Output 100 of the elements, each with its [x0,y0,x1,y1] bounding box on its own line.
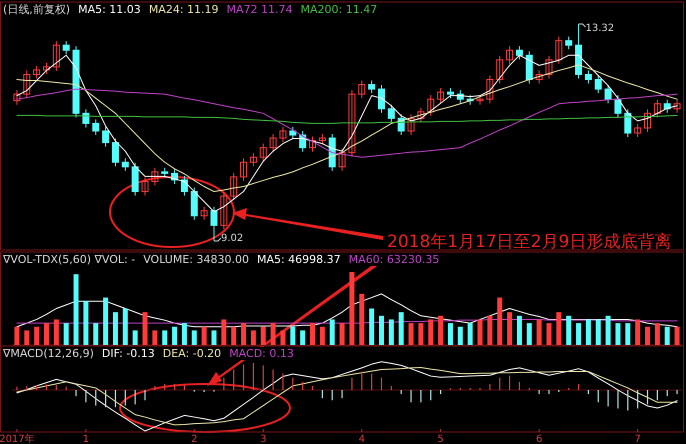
bar [162,330,168,345]
candlestick [151,167,158,186]
bar [83,301,88,345]
bar [497,298,502,345]
x-tick-label: 5 [437,434,444,444]
candlestick [161,167,168,178]
bar [428,319,434,345]
bar [369,308,374,345]
bar [64,323,69,345]
x-tick-label: 2 [191,434,198,444]
candlestick [496,55,504,84]
bar [596,319,601,345]
bar [211,330,216,345]
candlestick [674,99,681,114]
bar [378,316,384,345]
bar [438,316,444,345]
candlestick [23,70,30,99]
bar [349,272,354,345]
bar [487,316,492,345]
annotation: 9.02 [220,233,244,244]
bar [576,323,582,345]
candlestick [555,36,562,64]
text: VOLUME: 34830.00 [143,253,249,266]
annotation: 2018年1月17日至2月9日形成底背离 [387,232,672,252]
candlestick [565,36,572,50]
bar [408,323,414,345]
text: DEA: -0.20 [162,347,222,360]
bar [418,323,424,345]
candlestick [437,88,444,104]
candlestick [624,108,632,138]
candlestick [122,158,129,172]
bar [221,319,226,345]
bar [468,323,473,345]
candlestick [584,70,592,84]
annotation: 13.32 [586,23,614,34]
bar [586,319,591,345]
bar [536,319,542,345]
chart-title: (日线,前复权) [3,3,70,16]
text: MA60: 63230.35 [348,253,440,266]
candlestick [545,55,552,79]
bar [654,323,660,345]
bar [24,330,30,345]
x-tick-label: 3 [260,434,266,444]
text: DIF: -0.13 [102,347,155,360]
candlestick [260,143,267,162]
bar [34,326,40,345]
text: MA5: 46998.37 [256,253,341,266]
candlestick [506,46,514,64]
bar [625,323,630,345]
candlestick [230,172,238,201]
bar [103,298,108,345]
bar [250,330,256,345]
bar [330,319,335,345]
bar [478,319,483,345]
text: MA5: 11.03 [78,3,141,16]
candlestick [594,74,602,94]
bar [507,312,512,345]
bar [674,326,680,345]
bar [556,312,562,345]
bar [448,323,453,345]
chart-title: ∇VOL-TDX(5,60) ∇VOL: - [2,253,136,266]
candlestick [13,90,20,106]
candlestick [348,90,356,158]
candlestick [33,65,40,79]
candlestick [240,158,248,182]
candlestick [486,74,494,104]
candlestick [279,126,286,143]
candlestick [654,99,661,118]
x-tick-label: 4 [358,434,365,444]
bar [388,319,394,345]
candlestick [368,80,376,94]
candlestick [427,94,434,116]
bar [270,323,276,345]
bar [112,312,118,345]
bar [359,294,364,345]
bar [635,319,640,345]
bar [516,316,522,345]
candlestick [446,88,454,99]
bar [615,323,620,345]
candlestick [200,206,208,220]
candlestick [408,114,415,136]
candlestick [270,134,277,152]
candlestick [516,46,523,60]
bar [44,323,49,345]
bar [645,326,650,345]
bar [260,326,266,345]
candlestick [210,206,218,242]
bar [320,326,325,345]
candlestick [62,40,70,55]
bar [546,323,552,345]
candlestick [604,84,612,104]
candlestick [536,70,543,84]
candlestick [644,108,652,132]
candlestick [220,192,228,230]
candlestick [614,94,622,118]
candlestick [358,80,366,99]
bar [14,326,20,345]
candlestick [52,40,60,72]
bar [93,323,98,345]
bar [526,323,532,345]
